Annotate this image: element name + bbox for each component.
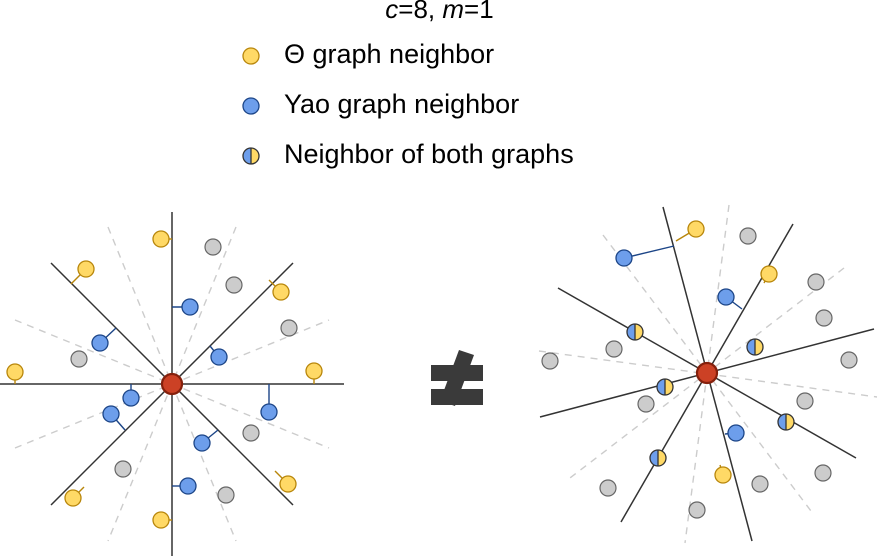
legend-label-yao: Yao graph neighbor [284,89,520,119]
right-center-point [695,361,719,385]
left-gray-points [70,238,298,504]
m-symbol: m [442,0,465,24]
legend-marker-theta [242,47,260,65]
legend-marker-yao [242,97,260,115]
m-value: =1 [464,0,494,24]
right-gray-points [541,227,858,519]
c-value: =8, [398,0,443,24]
left-theta-neighbors [6,230,323,529]
diagram-title: c=8, m=1 [0,0,879,25]
left-center-point [160,372,184,396]
right-diagram [538,204,878,544]
legend-marker-both [242,147,260,165]
left-yao-neighbors [91,298,278,495]
right-both-neighbors [626,323,795,467]
legend-label-theta: Θ graph neighbor [284,39,495,69]
left-diagram [0,212,344,556]
right-theta-neighbors [687,220,778,484]
c-symbol: c [385,0,399,24]
not-equivalent-symbol [431,350,483,406]
legend-label-both: Neighbor of both graphs [284,139,574,169]
right-yao-neighbors [615,249,745,442]
